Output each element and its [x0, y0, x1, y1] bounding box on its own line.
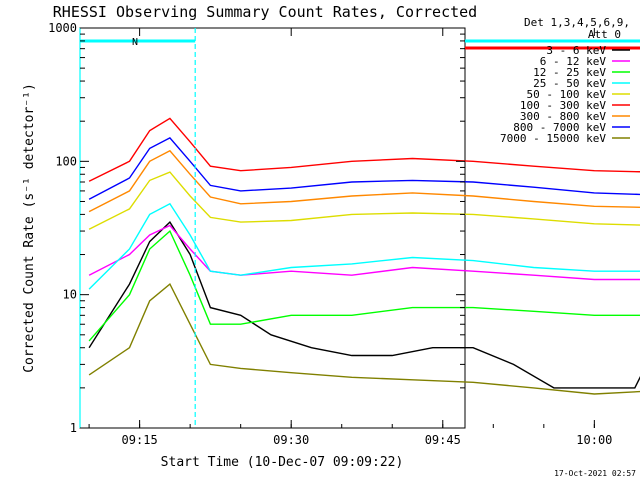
- chart-title: RHESSI Observing Summary Count Rates, Co…: [53, 3, 477, 21]
- y-tick-label-3: 1000: [48, 21, 77, 35]
- footer-timestamp: 17-Oct-2021 02:57: [554, 469, 636, 478]
- series-lines: [88, 117, 640, 395]
- series-line-0: [88, 220, 640, 389]
- x-tick-label-2: 09:45: [425, 433, 461, 447]
- legend-label-1: 6 - 12 keV: [540, 55, 607, 68]
- series-line-3: [88, 202, 640, 290]
- y-tick-label-1: 10: [63, 288, 77, 302]
- legend-label-5: 100 - 300 keV: [520, 99, 606, 112]
- x-tick-label-3: 10:00: [576, 433, 612, 447]
- y-tick-label-0: 1: [70, 421, 77, 435]
- legend-header-line-1: Det 1,3,4,5,6,9,: [524, 16, 630, 29]
- legend-label-7: 800 - 7000 keV: [513, 121, 606, 134]
- plot-area: [79, 27, 466, 429]
- legend-label-8: 7000 - 15000 keV: [500, 132, 606, 145]
- y-axis-ticks: 1 10 100 1000: [48, 21, 465, 435]
- legend-label-3: 25 - 50 keV: [533, 77, 606, 90]
- legend-header-line-2: Att 0: [588, 28, 621, 41]
- legend-label-4: 50 - 100 keV: [527, 88, 607, 101]
- legend-label-0: 3 - 6 keV: [546, 44, 606, 57]
- x-tick-label-0: 09:15: [122, 433, 158, 447]
- y-tick-label-2: 100: [55, 154, 77, 168]
- legend-label-2: 12 - 25 keV: [533, 66, 606, 79]
- series-line-5: [88, 117, 640, 182]
- series-line-6: [88, 149, 640, 213]
- x-tick-label-1: 09:30: [273, 433, 309, 447]
- legend-label-6: 300 - 800 keV: [520, 110, 606, 123]
- series-line-7: [88, 137, 640, 200]
- x-axis-label: Start Time (10-Dec-07 09:09:22): [161, 455, 404, 470]
- flag-N-label: N: [132, 37, 138, 48]
- y-axis-label: Corrected Count Rate (s⁻¹ detector⁻¹): [22, 83, 37, 373]
- series-line-2: [88, 229, 640, 342]
- series-line-1: [88, 224, 640, 281]
- status-flags: NF: [79, 28, 640, 428]
- series-line-8: [88, 283, 640, 395]
- series-line-4: [88, 171, 640, 230]
